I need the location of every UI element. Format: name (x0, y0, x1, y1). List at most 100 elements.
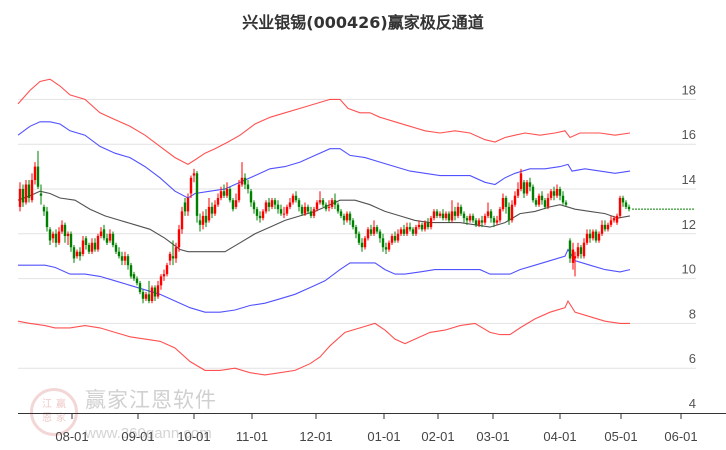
x-tick-label: 11-01 (236, 429, 268, 444)
candle (204, 215, 208, 223)
candle (537, 195, 541, 205)
candle (366, 229, 370, 239)
candle (249, 191, 253, 203)
candle (207, 206, 211, 221)
candle (549, 191, 553, 198)
candle (42, 206, 46, 212)
x-tick-label: 06-01 (664, 429, 697, 444)
grid-lines (18, 98, 696, 369)
candles (18, 150, 631, 304)
candle (216, 197, 220, 205)
candle (60, 224, 64, 232)
candle (522, 182, 526, 194)
candle (144, 294, 148, 299)
candle (72, 247, 76, 259)
candle (303, 206, 307, 214)
candle (147, 294, 151, 301)
candle (264, 202, 268, 212)
candle (282, 213, 286, 215)
candle (621, 197, 625, 203)
candle (198, 220, 202, 225)
x-tick-label: 04-01 (543, 429, 576, 444)
x-axis: 08-01 09-01 10-01 11-01 12-01 01-01 02-01 03-01… (18, 413, 726, 444)
x-tick-label: 01-01 (367, 429, 400, 444)
candle (231, 200, 235, 210)
x-tick-label: 10-01 (177, 429, 210, 444)
candle (342, 215, 346, 221)
candle (279, 209, 283, 214)
candle (351, 220, 355, 228)
candle (459, 206, 463, 214)
candle (564, 202, 568, 205)
candle (369, 229, 373, 234)
candle (165, 265, 169, 275)
candle (222, 191, 226, 196)
candle (384, 247, 388, 250)
y-tick-label: 18 (682, 82, 696, 97)
x-tick-label: 03-01 (476, 429, 509, 444)
candle (66, 233, 70, 237)
candle (93, 242, 97, 250)
candle (18, 189, 22, 207)
candle (402, 229, 406, 234)
inner_lower-line (18, 248, 631, 313)
chart-title: 兴业银锡(000426)赢家极反通道 (242, 13, 484, 32)
candle (132, 274, 136, 279)
y-tick-label: 12 (682, 217, 696, 232)
candle (225, 189, 229, 196)
candle (69, 233, 73, 248)
candle (477, 220, 481, 225)
candle (486, 211, 490, 216)
candle (624, 202, 628, 207)
y-tick-label: 16 (682, 127, 696, 142)
candle (129, 265, 133, 277)
candle (540, 195, 544, 201)
y-tick-label: 10 (682, 262, 696, 277)
candle (51, 233, 55, 239)
candle (423, 222, 427, 230)
candle (87, 245, 91, 252)
candle (348, 213, 352, 221)
candle (471, 215, 475, 221)
candle (396, 233, 400, 241)
candle (33, 166, 37, 181)
candle (276, 204, 280, 210)
candle (411, 229, 415, 234)
candle (57, 231, 61, 243)
candle (525, 182, 529, 194)
watermark-brand: 赢家江恩软件 (85, 388, 217, 412)
candle (543, 200, 547, 207)
candle (354, 227, 358, 234)
candle (45, 211, 49, 228)
candle (318, 200, 322, 203)
candle (417, 224, 421, 228)
candle (339, 211, 343, 216)
candle (426, 222, 430, 228)
x-tick-label: 08-01 (55, 429, 88, 444)
candle (330, 200, 334, 207)
candle (372, 227, 376, 234)
candle (600, 224, 604, 234)
candle (447, 213, 451, 221)
candle (568, 240, 572, 259)
candle (141, 292, 145, 299)
candle (489, 211, 493, 219)
candle (585, 233, 589, 243)
candle (297, 200, 301, 207)
candle (519, 173, 523, 189)
candle (555, 189, 559, 196)
candle (153, 287, 157, 297)
candle (54, 233, 58, 243)
candle (498, 209, 502, 221)
candle (474, 220, 478, 225)
candle (492, 218, 496, 223)
candle (24, 184, 28, 203)
candle (345, 213, 349, 221)
candle (606, 224, 610, 230)
seal-char: 恩 (42, 413, 52, 424)
candle (591, 231, 595, 239)
candle (582, 242, 586, 257)
candle (546, 197, 550, 207)
candle (63, 224, 67, 237)
candle (528, 182, 532, 187)
